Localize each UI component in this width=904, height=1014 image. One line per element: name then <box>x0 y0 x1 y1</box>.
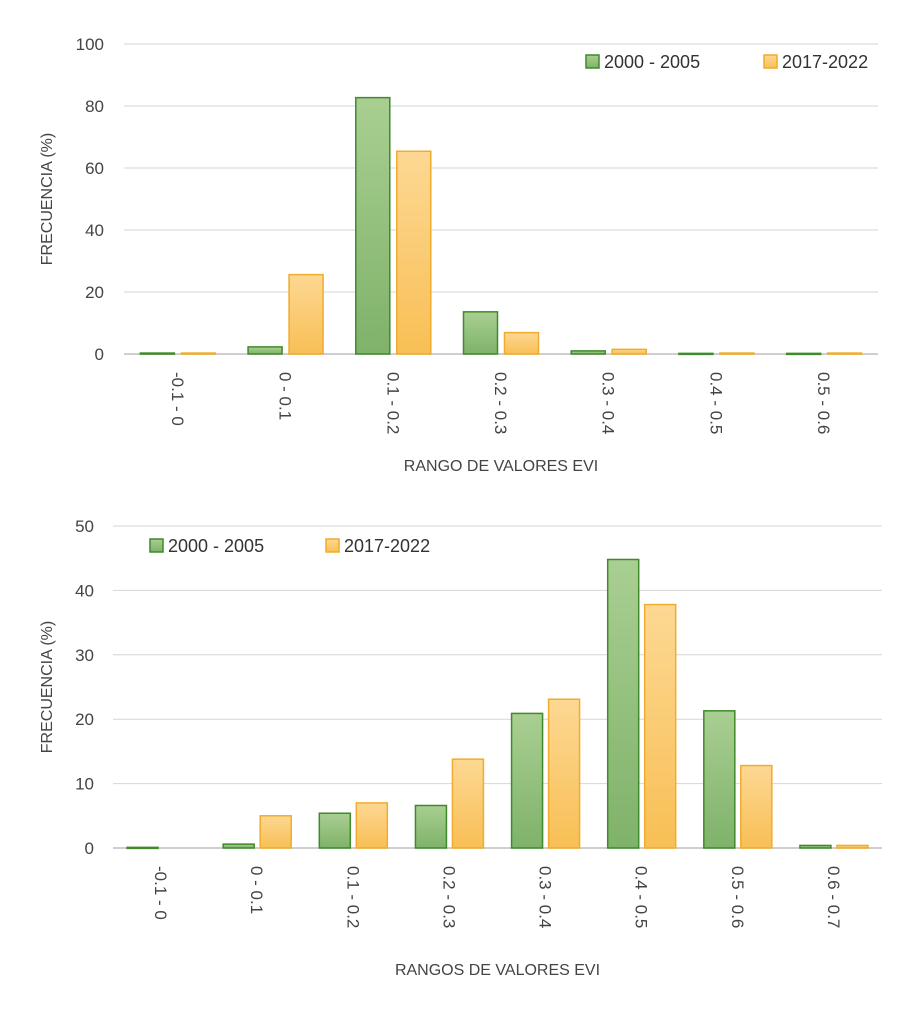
bar-series-a <box>318 812 352 849</box>
x-category-label: 0.5 - 0.6 <box>728 866 747 928</box>
bar-series-b <box>503 331 540 355</box>
legend-label: 2000 - 2005 <box>168 536 264 556</box>
x-category-label: 0.5 - 0.6 <box>814 372 833 434</box>
legend-swatch-series-a <box>585 54 600 69</box>
bar-series-b <box>180 352 217 355</box>
bar-series-b <box>643 603 677 849</box>
bar-series-a <box>462 311 499 355</box>
y-tick-label: 60 <box>85 159 104 178</box>
legend-label: 2000 - 2005 <box>604 52 700 72</box>
y-tick-label: 50 <box>75 517 94 536</box>
bar-series-b <box>836 844 869 849</box>
bar-series-a <box>570 350 606 355</box>
x-category-label: -0.1 - 0 <box>168 372 187 426</box>
bar-series-a <box>355 96 391 355</box>
x-category-label: 0 - 0.1 <box>276 372 295 420</box>
x-category-label: 0.1 - 0.2 <box>383 372 402 434</box>
bar-series-b <box>451 758 485 849</box>
bar-series-b <box>740 764 773 849</box>
x-category-label: 0.6 - 0.7 <box>824 866 843 928</box>
legend-swatch-series-b <box>763 54 778 69</box>
x-category-label: 0.2 - 0.3 <box>439 866 458 928</box>
legend-swatch-series-a <box>149 538 164 553</box>
x-category-label: 0.2 - 0.3 <box>491 372 510 434</box>
y-tick-label: 40 <box>85 221 104 240</box>
bar-series-a <box>247 346 283 355</box>
x-axis-title: RANGOS DE VALORES EVI <box>395 962 600 979</box>
bar-series-a <box>703 710 736 849</box>
bar-series-a <box>606 558 640 849</box>
y-tick-label: 40 <box>75 581 94 600</box>
bar-series-b <box>611 348 647 355</box>
x-category-label: -0.1 - 0 <box>151 866 170 920</box>
y-tick-label: 0 <box>85 839 94 858</box>
x-axis-title: RANGO DE VALORES EVI <box>404 458 598 475</box>
legend-label: 2017-2022 <box>782 52 868 72</box>
bar-series-a <box>785 352 822 356</box>
y-axis-title: FRECUENCIA (%) <box>39 621 56 753</box>
x-category-label: 0.4 - 0.5 <box>632 866 651 928</box>
bar-series-a <box>510 712 544 849</box>
legend-label: 2017-2022 <box>344 536 430 556</box>
x-category-label: 0.4 - 0.5 <box>706 372 725 434</box>
bar-series-b <box>288 273 324 355</box>
bar-series-a <box>126 846 159 850</box>
y-tick-label: 10 <box>75 775 94 794</box>
bar-series-b <box>396 150 432 355</box>
x-category-label: 0.3 - 0.4 <box>599 372 618 434</box>
x-category-label: 0 - 0.1 <box>247 866 266 914</box>
legend-swatch-series-b <box>325 538 340 553</box>
bar-series-b <box>259 815 292 849</box>
y-tick-label: 20 <box>85 283 104 302</box>
bar-series-b <box>826 352 863 355</box>
bar-series-b <box>355 802 389 849</box>
bar-series-a <box>222 843 255 849</box>
bar-series-a <box>414 804 448 849</box>
y-tick-label: 100 <box>76 35 104 54</box>
x-category-label: 0.1 - 0.2 <box>343 866 362 928</box>
bar-series-a <box>799 844 832 849</box>
bar-series-b <box>547 698 581 849</box>
bar-series-a <box>678 352 714 356</box>
y-tick-label: 80 <box>85 97 104 116</box>
x-category-label: 0.3 - 0.4 <box>536 866 555 928</box>
bar-series-a <box>139 352 176 355</box>
bar-series-b <box>719 352 755 355</box>
y-tick-label: 20 <box>75 710 94 729</box>
y-tick-label: 30 <box>75 646 94 665</box>
y-axis-title: FRECUENCIA (%) <box>39 133 56 265</box>
y-tick-label: 0 <box>95 345 104 364</box>
